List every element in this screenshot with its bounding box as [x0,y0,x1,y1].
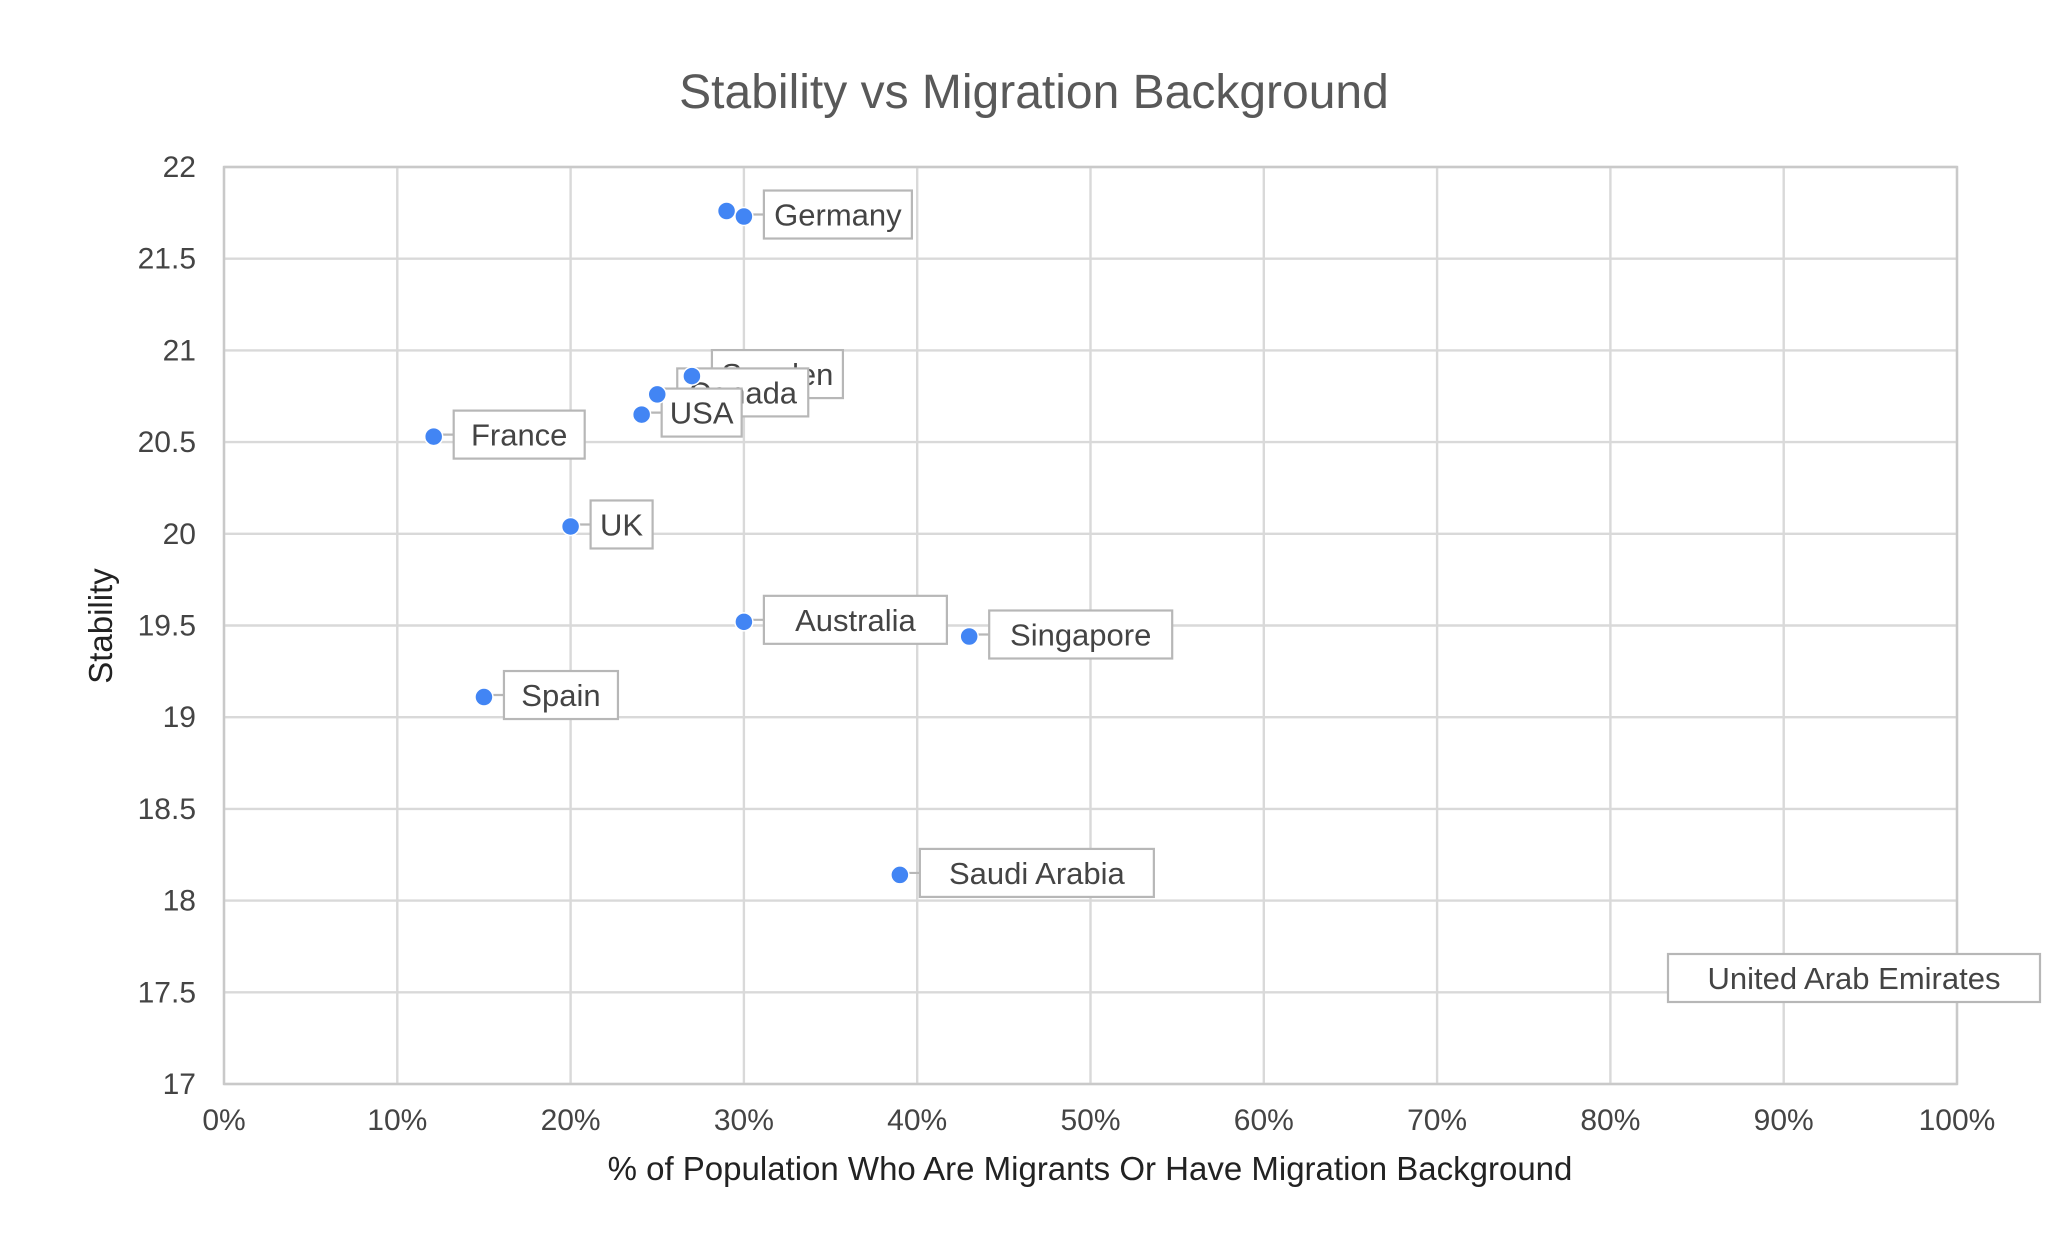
y-tick-label: 19.5 [138,610,196,643]
callout-box [762,189,914,240]
data-point [560,516,581,537]
callout-box [660,387,743,438]
data-label: Australia [795,603,916,638]
data-point [423,426,444,447]
x-tick-label: 20% [541,1104,601,1137]
data-label-callout: Saudi Arabia [905,847,1155,899]
callout-box [1666,952,2042,1004]
data-label-callout: Germany [749,189,914,240]
data-label: UK [600,507,643,542]
x-tick-label: 70% [1407,1104,1467,1137]
plot-frame [222,165,1959,1086]
data-label-callout: Spain [489,669,620,721]
x-tick-label: 60% [1234,1104,1294,1137]
data-point [474,687,494,707]
data-point [631,404,652,425]
data-label: Singapore [1010,618,1151,653]
axis-ticks: 0% 10% 20% 30% 40% 50% 60% 70% 80% 90% 100% 17 17.5 1… [138,151,1996,1137]
x-tick-label: 80% [1580,1104,1640,1137]
callout-box [988,609,1174,660]
data-label-callout: France [439,409,586,460]
y-tick-label: 21.5 [138,243,196,276]
data-label-callout: USA [647,387,743,438]
data-label: Saudi Arabia [949,856,1126,891]
data-point [890,865,910,885]
y-axis-label: Stability [82,568,119,684]
data-label: United Arab Emirates [1708,961,2001,996]
data-label-callout: United Arab Emirates [1666,952,2042,1004]
data-point [716,201,737,221]
chart-title: Stability vs Migration Background [679,66,1389,119]
data-point [647,384,667,405]
x-tick-label: 90% [1754,1104,1814,1137]
callout-box [452,409,586,460]
x-tick-label: 30% [714,1104,774,1137]
callout-box [589,499,654,550]
data-label: Spain [521,678,600,713]
y-tick-label: 18 [163,885,196,918]
x-tick-label: 10% [367,1104,427,1137]
y-tick-label: 17 [163,1068,196,1101]
callout-box [918,847,1155,899]
data-point [959,626,979,647]
data-label-callout: Australia [749,594,949,645]
data-label: USA [670,396,734,431]
data-point [734,206,754,227]
x-tick-label: 100% [1919,1104,1996,1137]
callout-box [502,669,620,721]
y-tick-label: 22 [163,151,196,184]
x-tick-label: 0% [202,1104,245,1137]
data-label-callout: Singapore [975,609,1174,660]
data-label: France [471,418,567,453]
data-label-callout: UK [576,499,654,550]
y-tick-label: 19 [163,701,196,734]
y-tick-label: 21 [163,334,196,367]
data-point [682,366,702,386]
y-tick-label: 17.5 [138,976,196,1009]
y-tick-label: 18.5 [138,793,196,826]
data-point [734,612,754,632]
x-tick-label: 50% [1060,1104,1120,1137]
data-points [423,201,979,885]
y-tick-label: 20.5 [138,426,196,459]
data-label: Germany [774,198,902,233]
x-axis-label: % of Population Who Are Migrants Or Have… [608,1150,1573,1187]
data-labels: GermanySwedenCanadaUSAFranceUKAustraliaS… [439,189,2042,1004]
x-tick-label: 40% [887,1104,947,1137]
y-tick-label: 20 [163,518,196,551]
callout-box [762,594,949,645]
